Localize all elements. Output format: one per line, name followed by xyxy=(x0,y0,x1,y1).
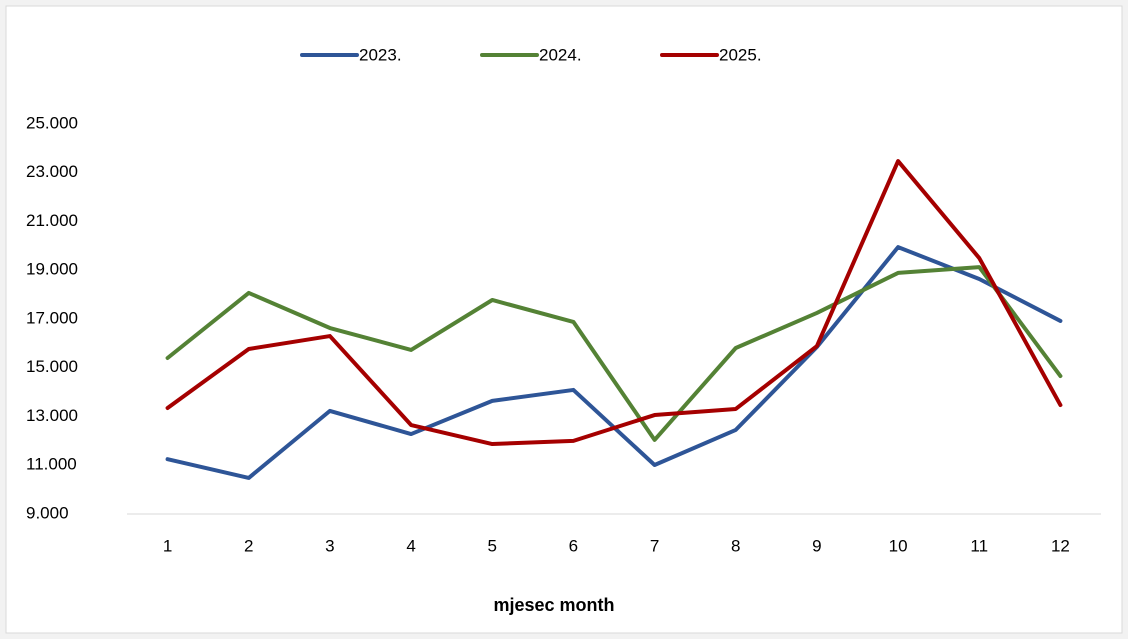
x-axis-title: mjesec month xyxy=(493,595,614,615)
y-tick-label: 17.000 xyxy=(26,308,78,327)
x-tick-label: 5 xyxy=(488,536,497,555)
x-tick-label: 7 xyxy=(650,536,659,555)
x-tick-label: 1 xyxy=(163,536,172,555)
y-tick-label: 25.000 xyxy=(26,113,78,132)
x-tick-label: 4 xyxy=(406,536,415,555)
y-tick-label: 13.000 xyxy=(26,406,78,425)
x-tick-label: 9 xyxy=(812,536,821,555)
series-line xyxy=(165,265,1063,442)
x-tick-label: 12 xyxy=(1051,536,1070,555)
series-line xyxy=(165,159,1063,447)
x-tick-label: 11 xyxy=(970,536,988,555)
y-tick-label: 9.000 xyxy=(26,503,69,522)
y-tick-label: 11.000 xyxy=(26,455,77,474)
legend-label: 2023. xyxy=(359,45,402,64)
x-tick-label: 6 xyxy=(569,536,578,555)
x-tick-label: 3 xyxy=(325,536,334,555)
y-tick-label: 19.000 xyxy=(26,260,78,279)
y-tick-label: 23.000 xyxy=(26,162,78,181)
legend-label: 2024. xyxy=(539,45,582,64)
x-tick-label: 10 xyxy=(889,536,908,555)
x-tick-label: 2 xyxy=(244,536,253,555)
y-tick-label: 21.000 xyxy=(26,211,78,230)
x-tick-label: 8 xyxy=(731,536,740,555)
y-tick-label: 15.000 xyxy=(26,357,78,376)
legend-label: 2025. xyxy=(719,45,762,64)
